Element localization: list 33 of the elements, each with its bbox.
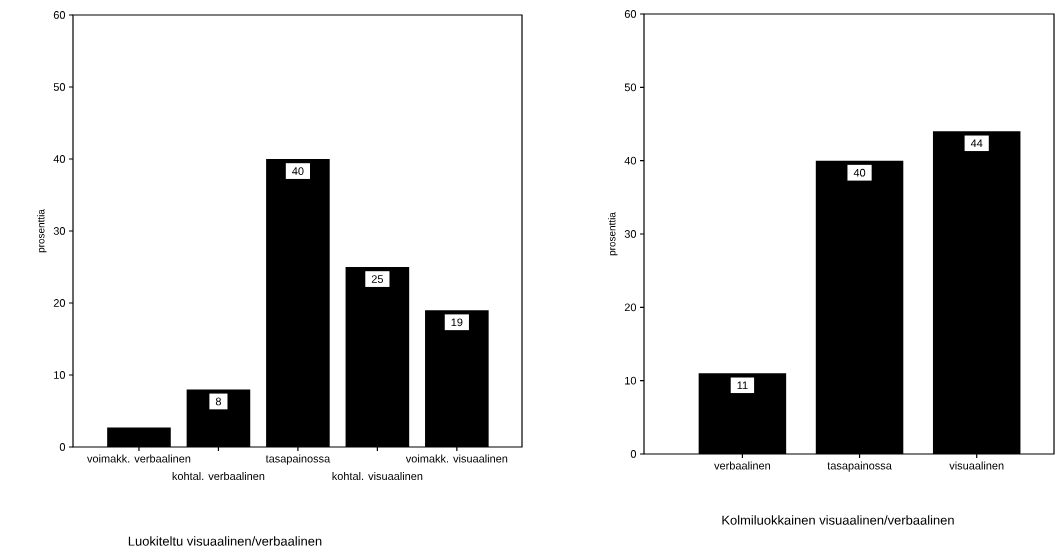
y-tick-label: 10: [54, 371, 66, 379]
x-axis-title: Luokiteltu visuaalinen/verbaalinen: [128, 536, 322, 546]
y-tick-label: 50: [53, 83, 66, 91]
data-label: 40: [292, 167, 304, 175]
y-tick-label: 10: [625, 376, 637, 385]
x-tick-label: kohtal. verbaalinen: [172, 471, 265, 481]
data-label: 25: [371, 275, 383, 283]
data-label: 11: [737, 381, 748, 390]
y-axis-title: prosenttia: [37, 209, 47, 253]
y-tick-label: 30: [624, 230, 637, 238]
y-tick-label: 40: [53, 155, 66, 163]
y-tick-label: 20: [624, 303, 637, 312]
y-tick-label: 30: [53, 227, 66, 235]
x-tick-label: voimakk. verbaalinen: [87, 454, 191, 463]
data-label: 8: [215, 397, 221, 406]
y-tick-label: 40: [624, 156, 637, 165]
x-tick-label: tasapainossa: [827, 461, 892, 472]
y-axis-title: prosenttia: [608, 212, 618, 256]
y-tick-label: 50: [624, 83, 637, 92]
y-tick-label: 0: [630, 450, 637, 458]
y-tick-label: 0: [59, 443, 66, 451]
x-tick-label: verbaalinen: [714, 461, 771, 470]
y-tick-label: 60: [53, 11, 66, 19]
data-label: 19: [451, 318, 463, 327]
x-tick-label: tasapainossa: [265, 454, 331, 465]
x-tick-label: voimakk. visuaalinen: [405, 454, 508, 463]
x-axis-title: Kolmiluokkainen visuaalinen/verbaalinen: [722, 515, 954, 525]
x-tick-label: visuaalinen: [949, 461, 1004, 470]
data-label: 44: [970, 139, 983, 148]
y-tick-label: 60: [624, 10, 637, 18]
y-tick-label: 20: [53, 299, 66, 307]
x-tick-label: kohtal. visuaalinen: [332, 471, 423, 481]
data-label: 40: [853, 168, 866, 177]
